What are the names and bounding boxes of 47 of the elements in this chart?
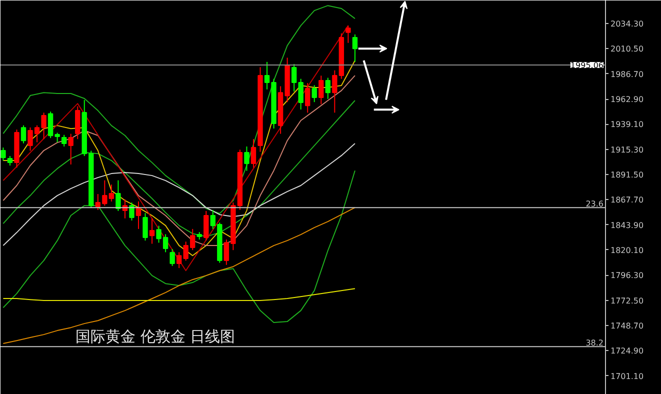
y-tick-label: 2034.30 — [610, 20, 644, 29]
ref-line-label: 1995.06 — [570, 61, 604, 70]
line-series — [2, 25, 349, 272]
y-tick-label: 2010.50 — [610, 44, 644, 54]
y-tick-label: 1915.30 — [610, 145, 644, 154]
line-series — [2, 288, 356, 302]
y-tick-label: 1891.50 — [610, 170, 644, 180]
candlestick — [318, 75, 324, 105]
candlestick — [312, 84, 317, 103]
candlestick — [20, 124, 26, 144]
candlestick — [142, 212, 148, 242]
candlestick — [204, 210, 209, 242]
y-tick-label: 1867.70 — [610, 196, 644, 205]
candlestick — [61, 134, 67, 147]
candlestick — [7, 156, 13, 166]
candlestick — [352, 34, 358, 62]
candlestick — [75, 106, 80, 140]
y-tick-label: 1939.10 — [610, 120, 644, 130]
candlestick — [346, 25, 351, 44]
annotation: 23.6 — [586, 200, 604, 209]
candlestick — [244, 146, 250, 172]
candlestick — [0, 147, 6, 162]
line-series — [2, 100, 356, 238]
candlestick — [149, 218, 155, 244]
y-tick-label: 1843.90 — [610, 220, 644, 230]
y-tick-label: 1772.50 — [610, 296, 644, 306]
candlestick — [129, 202, 134, 221]
line-series — [2, 207, 356, 344]
candlestick — [325, 77, 330, 100]
y-tick-label: 1796.30 — [610, 271, 644, 280]
line-series — [2, 5, 356, 214]
annotation: 38.2 — [586, 338, 604, 348]
y-tick-label: 1962.90 — [610, 95, 644, 104]
candlestick — [170, 248, 175, 266]
text: 国际黄金 伦敦金 日线图 — [76, 328, 236, 346]
line-series — [2, 143, 356, 246]
y-tick-label: 1986.70 — [610, 70, 644, 79]
candlestick — [250, 138, 256, 168]
candlestick — [68, 133, 74, 165]
candlestick — [116, 180, 121, 212]
line-series — [2, 170, 356, 324]
y-tick-label: 1820.10 — [610, 246, 644, 255]
candlestick — [305, 82, 310, 114]
y-tick-label: 1748.70 — [610, 321, 644, 330]
y-tick-label: 1724.90 — [610, 346, 644, 356]
candlestick — [136, 200, 142, 230]
y-tick-label: 1701.10 — [610, 372, 644, 381]
